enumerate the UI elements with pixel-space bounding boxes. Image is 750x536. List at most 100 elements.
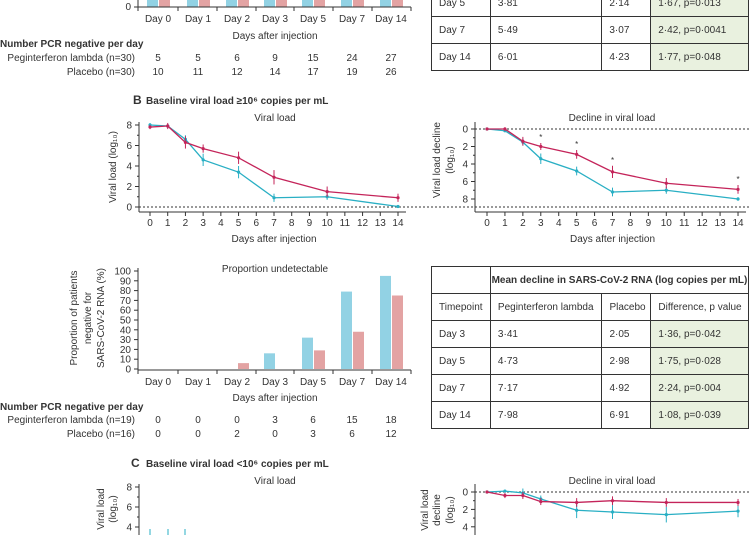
bar-placebo — [276, 0, 287, 7]
difference-cell: 1·08, p=0·039 — [650, 401, 749, 429]
pcr-count: 0 — [195, 415, 201, 426]
difference-cell: 2·24, p=0·004 — [650, 374, 749, 402]
pcr-count: 5 — [195, 53, 201, 64]
data-point-placebo — [503, 493, 507, 498]
x-tick-label: Day 7 — [339, 14, 366, 25]
lambda-cell: 3·81 — [489, 0, 603, 17]
column-header: Difference, p value — [650, 293, 749, 321]
panel-b-title: Baseline viral load ≥10⁶ copies per mL — [146, 96, 328, 107]
panel-a-pcr-row-label: Placebo (n=30) — [67, 67, 135, 78]
lambda-cell: 3·41 — [489, 320, 603, 348]
y-tick-label: 70 — [120, 296, 132, 307]
x-tick-label: 4 — [556, 218, 562, 229]
y-axis-label: (log₁₀) — [445, 146, 456, 174]
difference-cell: 1·36, p=0·042 — [650, 320, 749, 348]
significance-asterisk: * — [539, 133, 542, 142]
x-tick-label: Day 3 — [262, 14, 289, 25]
y-tick-label: 8 — [126, 121, 132, 132]
panel-a-decline-table: Day 5 3·81 2·14 1·67, p=0·013 Day 7 5·49 3·07… — [431, 0, 749, 71]
bar-placebo — [238, 0, 249, 7]
y-tick-label: 0 — [462, 488, 468, 499]
data-point-peginterferon_lambda — [236, 170, 241, 174]
panel-b-pcr-header: Number PCR negative per day — [0, 402, 144, 413]
x-tick-label: 2 — [520, 218, 526, 229]
y-axis-label: Viral load (log₁₀) — [108, 131, 119, 203]
bar-peginterferon-lambda — [226, 0, 237, 7]
chart-title: Decline in viral load — [569, 476, 656, 487]
y-tick-label: 6 — [126, 141, 132, 152]
y-tick-label: 0 — [462, 125, 468, 136]
data-point-placebo — [272, 175, 276, 179]
data-point-placebo — [610, 499, 615, 503]
x-tick-label: 10 — [322, 218, 334, 229]
data-point-placebo — [575, 500, 579, 505]
y-tick-label: 60 — [120, 306, 132, 317]
column-header: Placebo — [601, 293, 652, 321]
data-point-placebo — [183, 140, 188, 145]
data-point-peginterferon_lambda — [736, 197, 740, 201]
y-tick-label: 2 — [126, 182, 132, 193]
data-point-placebo — [485, 490, 489, 494]
data-point-peginterferon_lambda — [664, 188, 668, 192]
data-point-placebo — [575, 152, 579, 156]
x-tick-label: Day 14 — [375, 14, 407, 25]
pcr-count: 24 — [346, 53, 358, 64]
table-title: Mean decline in SARS-CoV-2 RNA (log copi… — [489, 266, 750, 294]
series-line-placebo — [149, 125, 399, 199]
data-point-placebo — [503, 127, 507, 131]
x-tick-label: Day 3 — [262, 377, 289, 388]
y-axis-label: negative for — [83, 291, 94, 344]
x-tick-label: 14 — [392, 218, 404, 229]
panel-b-pcr-values: 0 0 0 3 6 15 18 0 0 2 0 3 6 12 — [155, 415, 397, 440]
timepoint-cell: Day 7 — [431, 16, 491, 44]
difference-cell: 1·77, p=0·048 — [650, 43, 749, 71]
y-axis-label: Viral load — [96, 488, 107, 530]
chart-title: Viral load — [254, 113, 296, 124]
x-axis-label: Days after injection — [232, 393, 317, 404]
panel-b-decline-chart: Decline in viral load 0 2 4 6 8 Viral load dec… — [432, 113, 749, 245]
x-tick-label: 3 — [200, 218, 206, 229]
pcr-count: 26 — [385, 67, 397, 78]
panel-a-pcr-header: Number PCR negative per day — [0, 39, 144, 50]
pcr-count: 5 — [155, 53, 161, 64]
significance-asterisk: * — [611, 156, 614, 165]
bar-peginterferon-lambda — [380, 0, 391, 7]
pcr-count: 15 — [307, 53, 319, 64]
timepoint-cell: Day 5 — [431, 347, 491, 375]
table-row: Day 3 3·41 2·05 1·36, p=0·042 — [431, 320, 749, 348]
data-point-peginterferon_lambda — [575, 169, 579, 173]
x-tick-label: 9 — [307, 218, 313, 229]
pcr-count: 0 — [155, 429, 161, 440]
pcr-count: 15 — [346, 415, 358, 426]
data-point-peginterferon_lambda — [201, 158, 205, 162]
pcr-count: 6 — [234, 53, 240, 64]
y-tick-label: 0 — [126, 203, 132, 214]
chart-title: Proportion undetectable — [222, 264, 329, 275]
series-line-peginterferon_lambda — [486, 490, 739, 516]
y-tick-label: 2 — [462, 505, 468, 516]
data-point-peginterferon_lambda — [610, 510, 615, 514]
y-tick-label: 20 — [120, 345, 132, 356]
data-point-placebo — [521, 493, 525, 498]
x-tick-label: 12 — [357, 218, 369, 229]
bar-placebo — [238, 363, 249, 369]
lambda-cell: 5·49 — [489, 16, 603, 44]
significance-asterisk: * — [575, 140, 578, 149]
pcr-count: 19 — [346, 67, 358, 78]
placebo-cell: 6·91 — [601, 401, 652, 429]
x-tick-label: 11 — [679, 218, 690, 229]
pcr-count: 0 — [234, 415, 240, 426]
x-tick-label: 14 — [732, 218, 744, 229]
panel-b-pcr-row-label: Peginterferon lambda (n=19) — [7, 415, 135, 426]
y-axis-label: Viral load decline — [432, 122, 443, 198]
bar-placebo — [392, 0, 403, 7]
y-tick-label: 8 — [462, 195, 468, 206]
pcr-count: 17 — [307, 67, 319, 78]
data-point-placebo — [664, 500, 668, 505]
column-header: Peginterferon lambda — [489, 293, 603, 321]
lambda-cell: 7·17 — [489, 374, 603, 402]
pcr-count: 0 — [272, 429, 278, 440]
bar-placebo — [392, 295, 403, 369]
y-tick-label: 30 — [120, 335, 132, 346]
pcr-count: 12 — [231, 67, 243, 78]
